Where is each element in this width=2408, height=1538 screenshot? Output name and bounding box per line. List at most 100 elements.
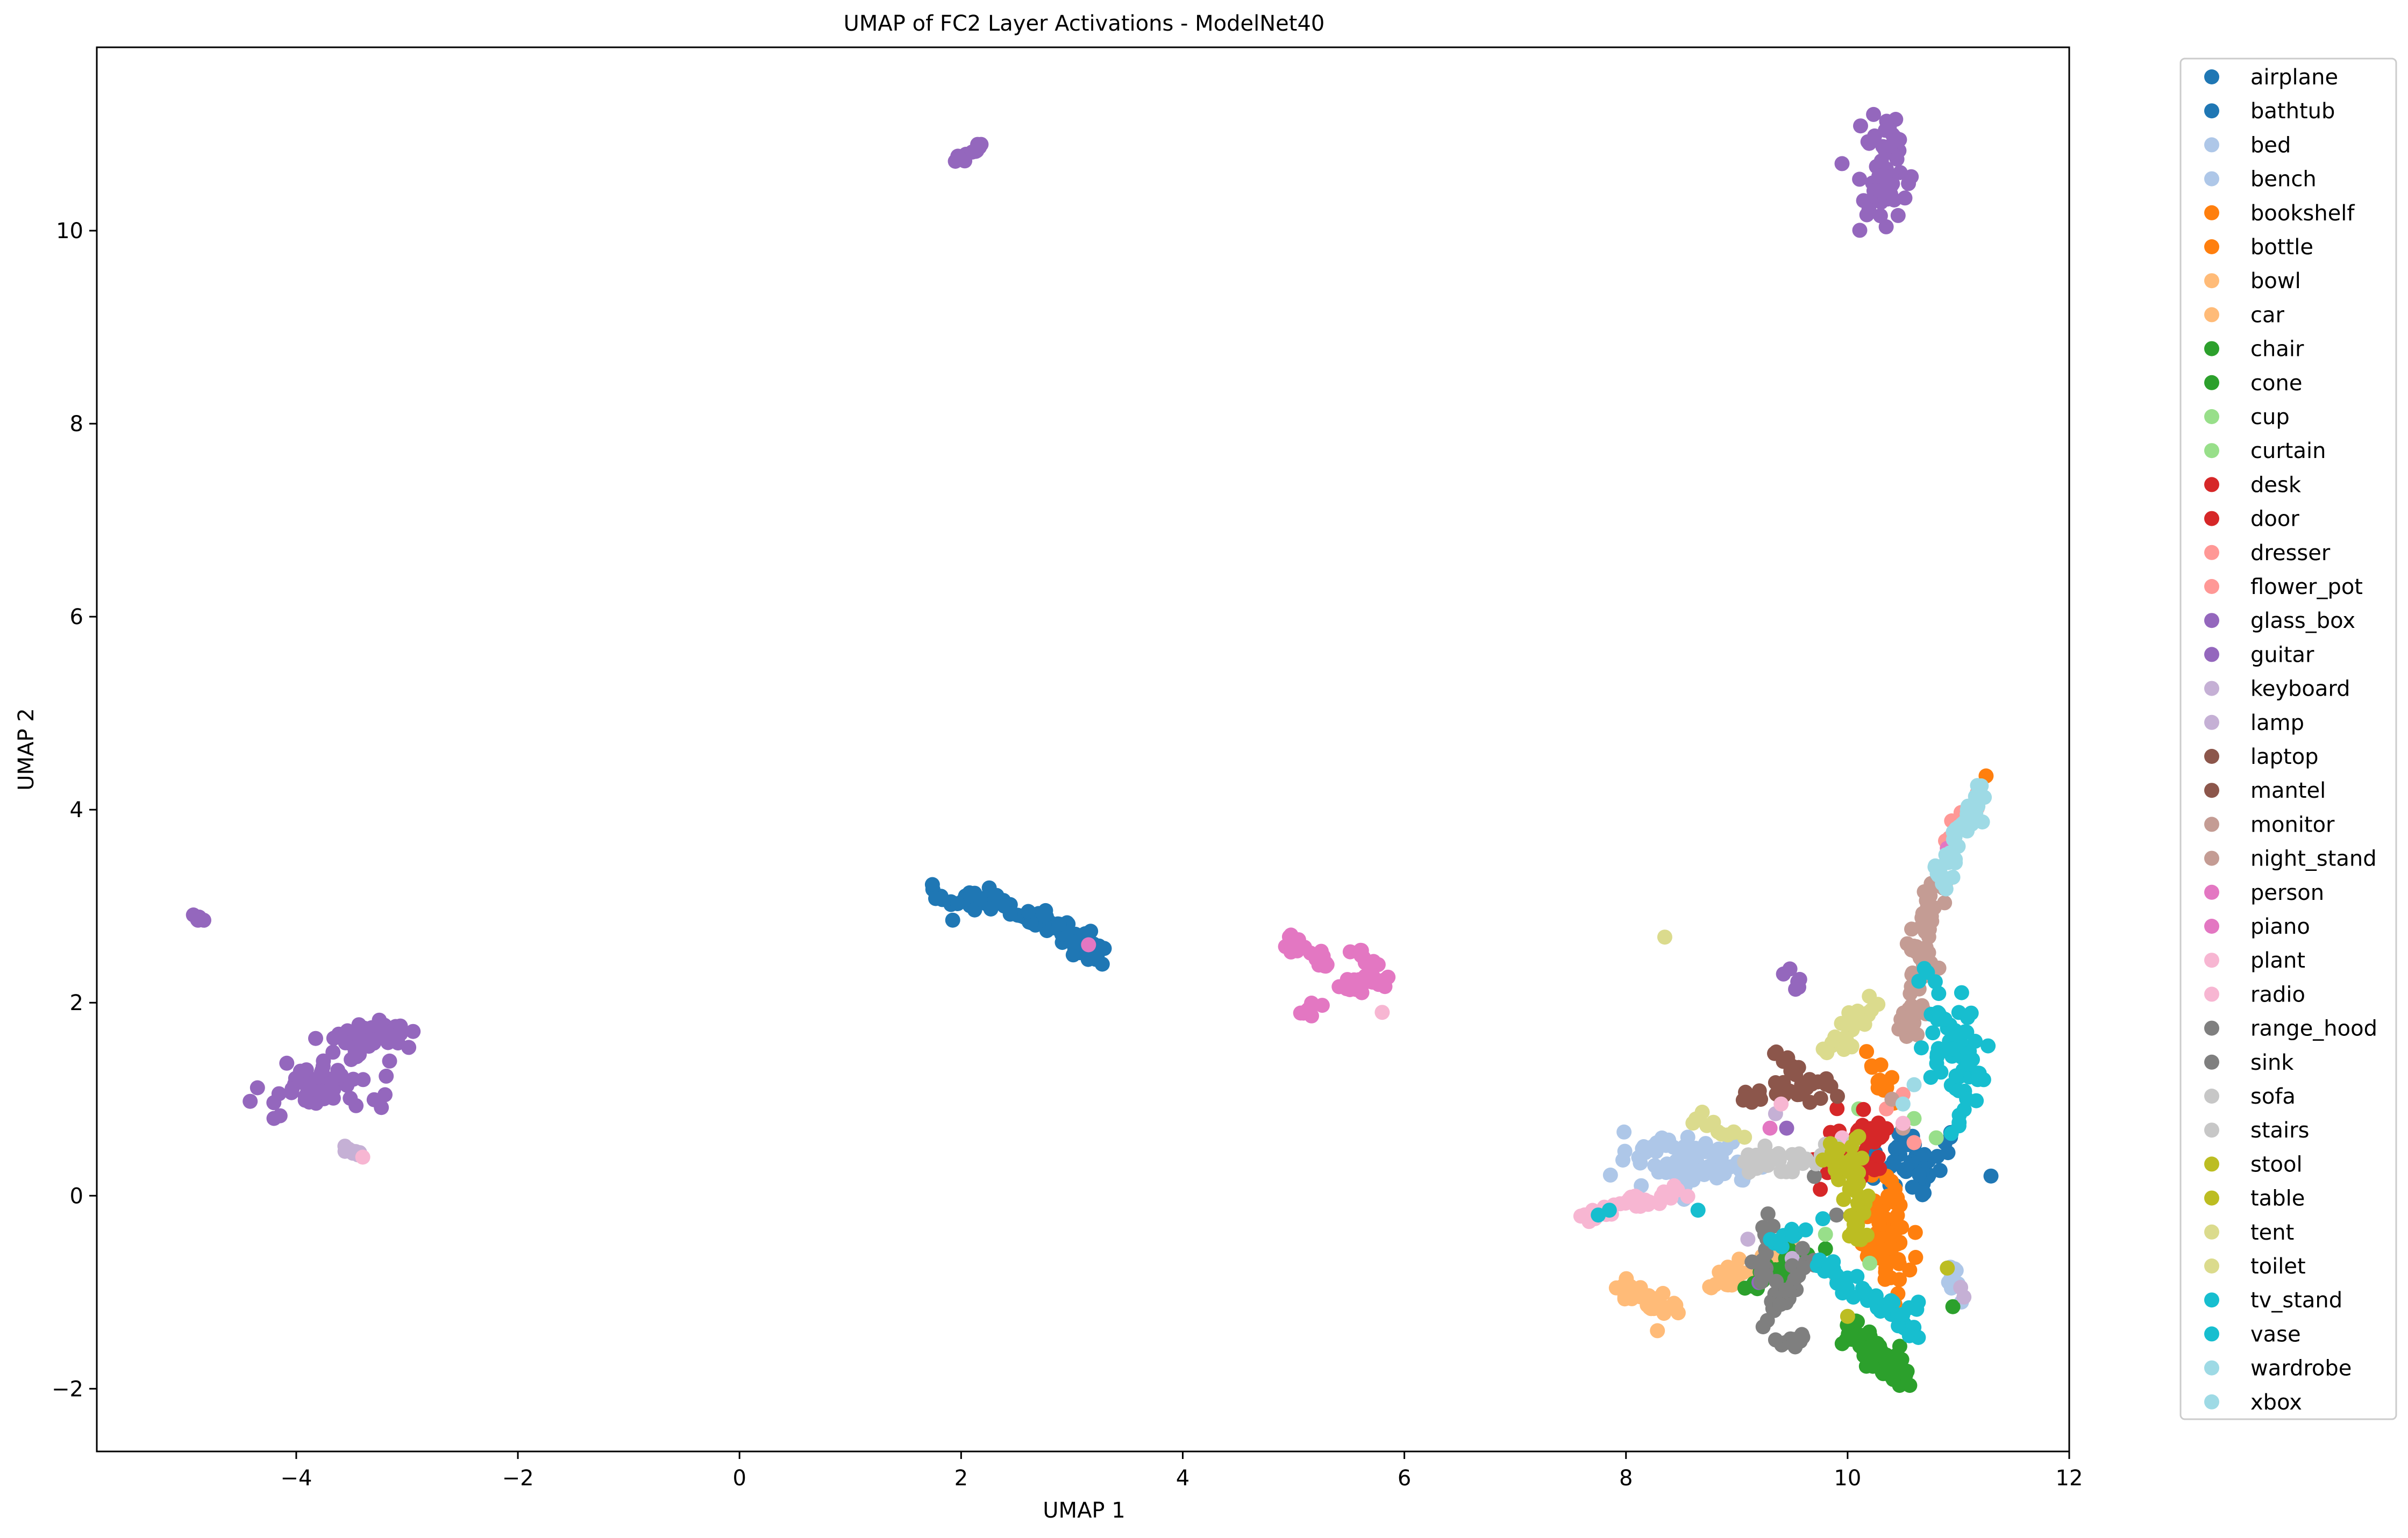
legend-item-piano: piano (2204, 914, 2310, 939)
point-door (1866, 1162, 1882, 1178)
point-glass-box (1883, 138, 1898, 154)
legend-label: desk (2250, 473, 2302, 497)
legend-marker (2204, 375, 2219, 390)
legend-marker (2204, 783, 2219, 798)
point-airplane (1911, 1167, 1927, 1182)
point-stairs (1773, 1164, 1789, 1179)
point-glass-box (969, 143, 985, 159)
point-person (1291, 932, 1306, 948)
point-guitar (338, 1035, 353, 1050)
point-guitar (348, 1098, 364, 1113)
point-laptop (1751, 1083, 1767, 1099)
legend-label: bowl (2250, 269, 2301, 294)
legend-item-desk: desk (2204, 473, 2302, 497)
legend-label: plant (2250, 948, 2305, 973)
legend-marker (2204, 1156, 2219, 1172)
series-range-hood (1755, 1241, 1822, 1355)
point-range-hood (1784, 1258, 1800, 1274)
point-glass-box (1866, 183, 1882, 198)
point-tv-stand (1909, 1301, 1925, 1317)
point-bathtub (924, 877, 940, 892)
point-tv-stand (1929, 1049, 1945, 1065)
legend-label: xbox (2250, 1390, 2302, 1415)
legend-marker (2204, 919, 2219, 934)
point-guitar (312, 1084, 328, 1100)
point-guitar (243, 1093, 258, 1109)
point-night-stand (1904, 921, 1919, 937)
x-tick-label: 6 (1398, 1466, 1411, 1491)
point-piano (1081, 937, 1096, 953)
point-toilet (1688, 1111, 1704, 1127)
point-wardrobe (1944, 852, 1960, 867)
legend-label: piano (2250, 914, 2310, 939)
point-guitar (364, 1021, 379, 1036)
point-tv-stand (1960, 1054, 1975, 1069)
point-toilet (1699, 1118, 1714, 1133)
legend-marker (2204, 953, 2219, 968)
point-glass-box (1878, 219, 1894, 234)
point-chair (1841, 1326, 1856, 1342)
point-guitar (389, 1029, 404, 1045)
series-piano (1081, 841, 1955, 1136)
legend-label: sink (2250, 1050, 2294, 1075)
point-glass-box (1879, 113, 1894, 129)
legend-marker (2204, 273, 2219, 289)
series-mantel (1776, 1067, 1845, 1110)
point-xbox (1906, 1077, 1922, 1092)
point-bed (1647, 1158, 1663, 1174)
legend-marker (2204, 1292, 2219, 1308)
point-person (1311, 950, 1327, 965)
legend-item-stairs: stairs (2204, 1118, 2309, 1143)
point-range-hood (1755, 1319, 1771, 1335)
point-glass-box (186, 907, 201, 922)
point-bowl (1650, 1323, 1665, 1339)
legend-label: radio (2250, 982, 2305, 1007)
point-guitar (266, 1095, 282, 1111)
point-tv-stand (1873, 1304, 1888, 1319)
legend-marker (2204, 103, 2219, 119)
chart-title: UMAP of FC2 Layer Activations - ModelNet… (844, 11, 1325, 36)
point-table (1940, 1260, 1955, 1276)
point-airplane (1983, 1168, 1999, 1184)
point-bookshelf (1872, 1216, 1887, 1232)
point-toilet (1819, 1045, 1835, 1061)
point-bowl (1642, 1290, 1657, 1306)
point-bathtub (1023, 915, 1039, 931)
point-tv-stand (1895, 1307, 1911, 1322)
legend-marker (2204, 1394, 2219, 1410)
legend-label: mantel (2250, 778, 2326, 803)
point-glass-box (1871, 168, 1887, 184)
point-sofa (1763, 1148, 1779, 1164)
legend-item-cone: cone (2204, 371, 2302, 396)
legend-item-radio: radio (2204, 982, 2305, 1007)
point-mantel (1817, 1072, 1833, 1088)
point-cone (1773, 1261, 1789, 1277)
point-airplane (1887, 1141, 1903, 1156)
point-chair (1861, 1340, 1876, 1355)
y-axis-label: UMAP 2 (14, 708, 39, 790)
legend-label: bathtub (2250, 99, 2335, 124)
point-guitar (272, 1108, 288, 1124)
legend-label: car (2250, 303, 2285, 327)
point-bed (1617, 1143, 1633, 1159)
point-airplane (1903, 1157, 1918, 1173)
point-bookshelf (1884, 1070, 1900, 1085)
point-bathtub (1051, 917, 1067, 932)
legend-marker (2204, 443, 2219, 459)
legend-label: cone (2250, 371, 2302, 396)
point-plant (1637, 1196, 1652, 1211)
point-stool (1851, 1129, 1866, 1144)
point-tv-stand (1849, 1269, 1865, 1284)
legend-label: curtain (2250, 439, 2326, 463)
legend-marker (2204, 545, 2219, 560)
point-glass-box (1884, 177, 1899, 193)
point-sink (1758, 1267, 1773, 1283)
point-bookshelf (1892, 1272, 1907, 1287)
legend-label: laptop (2250, 745, 2319, 769)
legend-label: toilet (2250, 1254, 2306, 1279)
point-guitar (1792, 971, 1807, 987)
point-piano (1299, 1003, 1314, 1019)
series-bathtub (924, 877, 1112, 972)
legend-item-sink: sink (2204, 1050, 2294, 1075)
